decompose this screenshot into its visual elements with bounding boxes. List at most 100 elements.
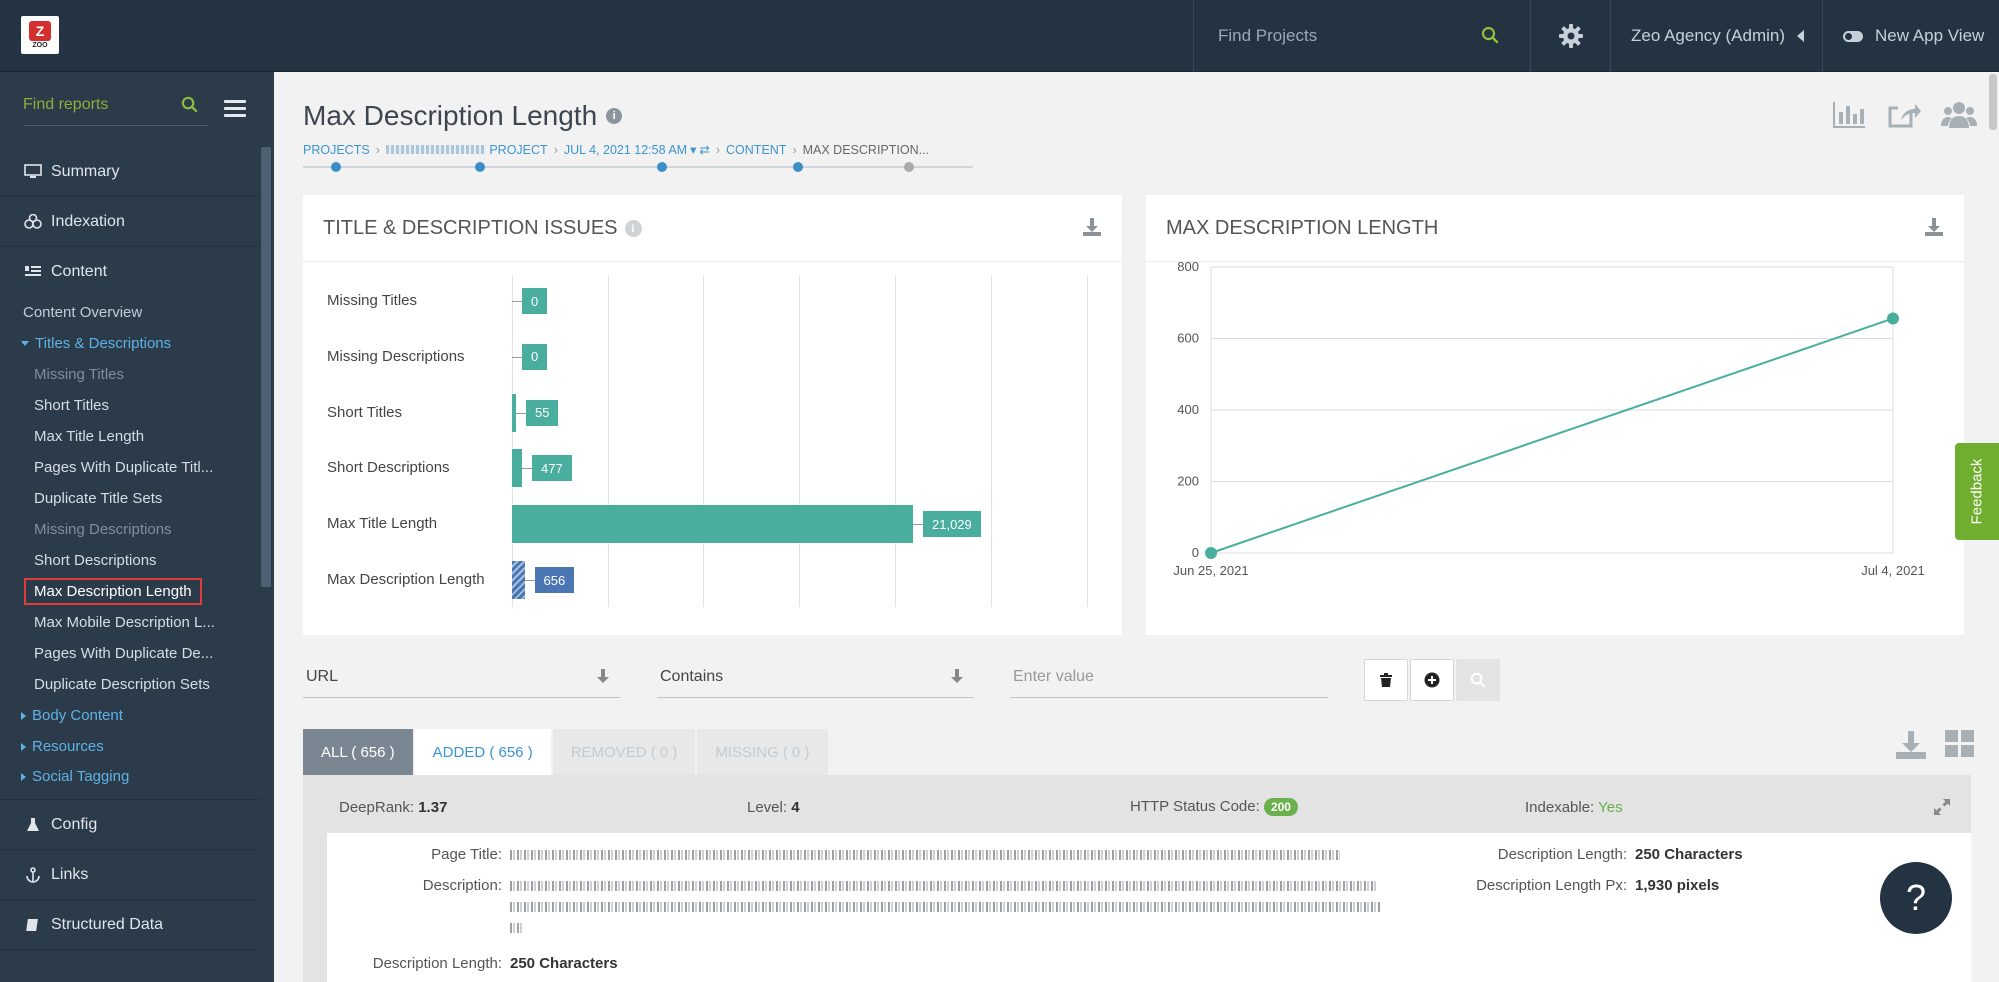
sidebar-item-label: Short Descriptions <box>34 552 157 569</box>
tab-removed[interactable]: REMOVED ( 0 ) <box>552 729 696 775</box>
sidebar-item-short-titles[interactable]: Short Titles <box>0 390 260 421</box>
hamburger-menu-icon[interactable] <box>224 100 246 118</box>
add-filter-button[interactable] <box>1410 659 1454 701</box>
redacted-line <box>510 902 1380 912</box>
sidebar-scrollbar[interactable] <box>261 147 271 587</box>
search-icon[interactable] <box>1481 26 1499 44</box>
download-icon[interactable] <box>1895 730 1927 760</box>
breadcrumb-dot <box>793 162 803 172</box>
report-search-input[interactable]: Find reports <box>23 92 209 126</box>
data-point[interactable] <box>1205 547 1217 559</box>
search-icon[interactable] <box>181 96 198 113</box>
apply-filter-button[interactable] <box>1456 659 1500 701</box>
help-button[interactable]: ? <box>1880 862 1952 934</box>
grid-line <box>512 275 513 607</box>
tab-label: MISSING ( 0 ) <box>715 743 810 761</box>
sidebar-item-missing-descriptions[interactable]: Missing Descriptions <box>0 514 260 545</box>
series-line <box>1210 317 1894 554</box>
new-app-view-toggle[interactable]: New App View <box>1822 0 1999 72</box>
sidebar-item-short-descriptions[interactable]: Short Descriptions <box>0 545 260 576</box>
bar[interactable] <box>512 449 522 488</box>
bar-chart-icon[interactable] <box>1831 100 1867 130</box>
breadcrumb-projects[interactable]: PROJECTS <box>303 142 370 157</box>
filter-value-input[interactable]: Enter value <box>1010 656 1328 698</box>
settings-button[interactable] <box>1530 0 1610 72</box>
sidebar-item-summary[interactable]: Summary <box>0 147 260 197</box>
help-label: ? <box>1905 877 1927 918</box>
y-tick-label: 200 <box>1177 474 1199 489</box>
filter-operator-select[interactable]: Contains <box>657 656 974 698</box>
filter-operator-value: Contains <box>660 667 724 685</box>
caret-down-icon[interactable]: ▾ <box>690 143 697 157</box>
logo-mark-icon: Z <box>29 21 51 41</box>
sidebar-item-structured-data[interactable]: Structured Data <box>0 900 260 950</box>
sidebar-item-missing-titles[interactable]: Missing Titles <box>0 359 260 390</box>
info-icon[interactable]: i <box>606 108 623 124</box>
download-icon[interactable] <box>1924 217 1944 237</box>
report-search-placeholder: Find reports <box>23 96 109 113</box>
page-title: Max Description Length i <box>303 100 623 132</box>
search-icon <box>1470 672 1486 688</box>
tab-label: ADDED ( 656 ) <box>432 743 533 761</box>
breadcrumb-project[interactable]: PROJECT <box>489 142 548 157</box>
bar[interactable] <box>512 505 913 544</box>
y-tick-label: 400 <box>1177 402 1199 417</box>
arrow-down-icon <box>951 669 963 683</box>
bar-label: Short Titles <box>327 403 403 421</box>
bar[interactable] <box>512 561 525 599</box>
compare-arrows-icon[interactable]: ⇄ <box>699 143 710 157</box>
sidebar-item-resources[interactable]: Resources <box>0 731 260 762</box>
bar[interactable] <box>512 393 516 432</box>
sidebar-item-content[interactable]: Content <box>0 247 260 297</box>
account-menu[interactable]: Zeo Agency (Admin) <box>1610 0 1822 72</box>
sidebar-item-titles-descriptions[interactable]: Titles & Descriptions <box>0 328 260 359</box>
expand-icon[interactable] <box>1933 798 1951 816</box>
breadcrumb-content[interactable]: CONTENT <box>726 142 787 157</box>
sidebar-item-pages-duplicate-titles[interactable]: Pages With Duplicate Titl... <box>0 452 260 483</box>
project-search-input[interactable]: Find Projects <box>1193 0 1529 72</box>
redacted-line <box>510 881 1378 891</box>
filter-field-select[interactable]: URL <box>303 656 620 698</box>
app-logo[interactable]: Z ZOO <box>21 16 59 54</box>
sidebar-item-max-mobile-description[interactable]: Max Mobile Description L... <box>0 607 260 638</box>
sidebar-item-duplicate-description-sets[interactable]: Duplicate Description Sets <box>0 669 260 700</box>
data-point[interactable] <box>1887 312 1899 325</box>
sidebar-item-config[interactable]: Config <box>0 800 260 850</box>
bar-label: Missing Descriptions <box>327 347 465 365</box>
sidebar-item-label: Max Title Length <box>34 428 145 445</box>
breadcrumb-progress-line <box>303 166 973 168</box>
feedback-tab[interactable]: Feedback <box>1955 443 1999 540</box>
sidebar-item-label: Titles & Descriptions <box>35 335 172 352</box>
monitor-icon <box>23 164 43 179</box>
breadcrumb-dot <box>904 162 914 172</box>
sidebar-item-links[interactable]: Links <box>0 850 260 900</box>
tab-missing[interactable]: MISSING ( 0 ) <box>697 729 828 775</box>
tab-all[interactable]: ALL ( 656 ) <box>303 729 413 775</box>
sidebar-item-body-content[interactable]: Body Content <box>0 700 260 731</box>
users-icon[interactable] <box>1941 100 1977 130</box>
grid-line <box>799 275 800 607</box>
sidebar-item-indexation[interactable]: Indexation <box>0 197 260 247</box>
info-icon[interactable]: i <box>624 220 642 237</box>
bar-label: Max Description Length <box>327 571 485 588</box>
sidebar-item-duplicate-title-sets[interactable]: Duplicate Title Sets <box>0 483 260 514</box>
sidebar-item-social-tagging[interactable]: Social Tagging <box>0 762 260 800</box>
sidebar-item-content-overview[interactable]: Content Overview <box>0 297 260 328</box>
tab-added[interactable]: ADDED ( 656 ) <box>414 729 551 775</box>
description-label: Description: <box>422 877 502 894</box>
sidebar-item-max-title-length[interactable]: Max Title Length <box>0 421 260 452</box>
sidebar-item-pages-duplicate-descriptions[interactable]: Pages With Duplicate De... <box>0 638 260 669</box>
breadcrumb-crawl-date[interactable]: JUL 4, 2021 12:58 AM <box>563 142 688 157</box>
filter-value-placeholder: Enter value <box>1013 667 1094 685</box>
download-icon[interactable] <box>1082 217 1102 237</box>
filter-field-value: URL <box>306 667 339 685</box>
delete-filter-button[interactable] <box>1364 659 1408 701</box>
sidebar-item-max-description-length[interactable]: Max Description Length <box>0 576 260 607</box>
breadcrumb-current: MAX DESCRIPTION... <box>802 142 930 157</box>
share-icon[interactable] <box>1887 100 1921 130</box>
grid-view-icon[interactable] <box>1945 730 1975 758</box>
sidebar-item-label: Social Tagging <box>32 768 130 785</box>
main-scrollbar[interactable] <box>1989 74 1997 130</box>
description-length-label: Description Length: <box>1497 846 1627 863</box>
sidebar-item-label: Missing Descriptions <box>34 521 172 538</box>
